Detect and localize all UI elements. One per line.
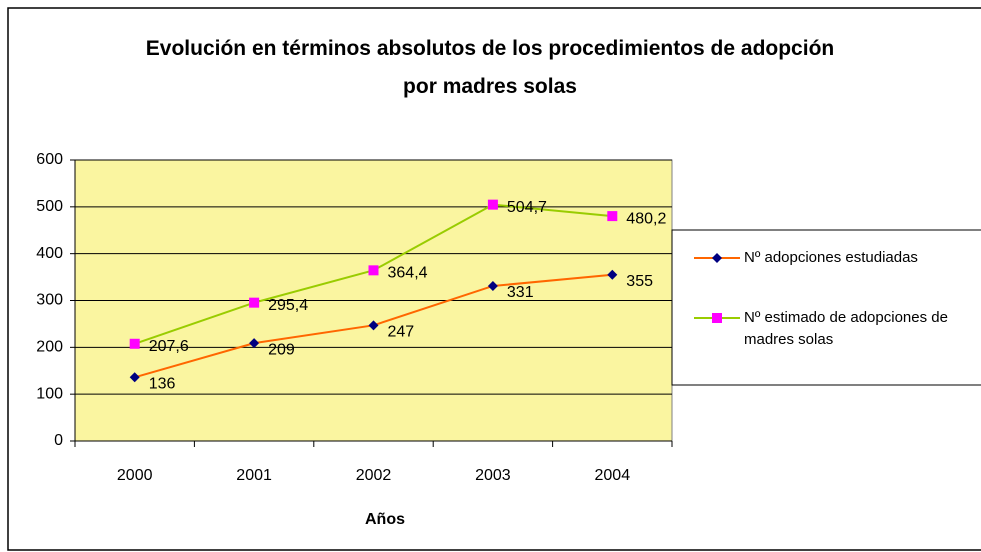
data-point <box>607 211 618 222</box>
title-box: Evolución en términos absolutos de los p… <box>145 37 835 98</box>
legend-label: Nº adopciones estudiadas <box>744 249 918 266</box>
y-tick-label: 400 <box>36 245 63 262</box>
data-point <box>368 265 379 276</box>
legend-entry: Nº estimado de adopciones de madres sola… <box>744 309 948 348</box>
data-point <box>249 338 260 349</box>
data-label: 136 <box>149 376 176 393</box>
x-axis-label: Años <box>365 511 405 528</box>
data-label: 207,6 <box>149 338 189 355</box>
data-label: 247 <box>388 324 415 341</box>
y-tick-label: 200 <box>36 339 63 356</box>
x-tick-label: 2001 <box>236 467 272 484</box>
x-tick-label: 2002 <box>356 467 392 484</box>
data-label: 364,4 <box>388 265 428 282</box>
y-tick-label: 600 <box>36 151 63 168</box>
data-label: 504,7 <box>507 199 547 216</box>
data-point <box>129 372 140 383</box>
legend-marker <box>712 313 722 323</box>
y-tick-label: 300 <box>36 292 63 309</box>
data-point <box>487 280 498 291</box>
x-tick-label: 2003 <box>475 467 511 484</box>
x-tick-label: 2004 <box>595 467 631 484</box>
data-label: 355 <box>626 273 653 290</box>
legend-label: Nº estimado de adopciones de madres sola… <box>744 309 948 348</box>
data-label: 295,4 <box>268 297 308 314</box>
y-tick-label: 0 <box>54 432 63 449</box>
data-label: 209 <box>268 341 295 358</box>
y-tick-label: 100 <box>36 385 63 402</box>
data-point <box>249 297 260 308</box>
legend-marker <box>712 253 722 263</box>
data-label: 480,2 <box>626 210 666 227</box>
data-point <box>487 199 498 210</box>
data-point <box>129 338 140 349</box>
chart-title: Evolución en términos absolutos de los p… <box>145 37 835 98</box>
data-point <box>368 320 379 331</box>
data-label: 331 <box>507 284 534 301</box>
y-tick-label: 500 <box>36 198 63 215</box>
data-point <box>607 269 618 280</box>
legend-entry: Nº adopciones estudiadas <box>744 249 918 266</box>
x-tick-label: 2000 <box>117 467 153 484</box>
legend-box <box>671 229 981 386</box>
